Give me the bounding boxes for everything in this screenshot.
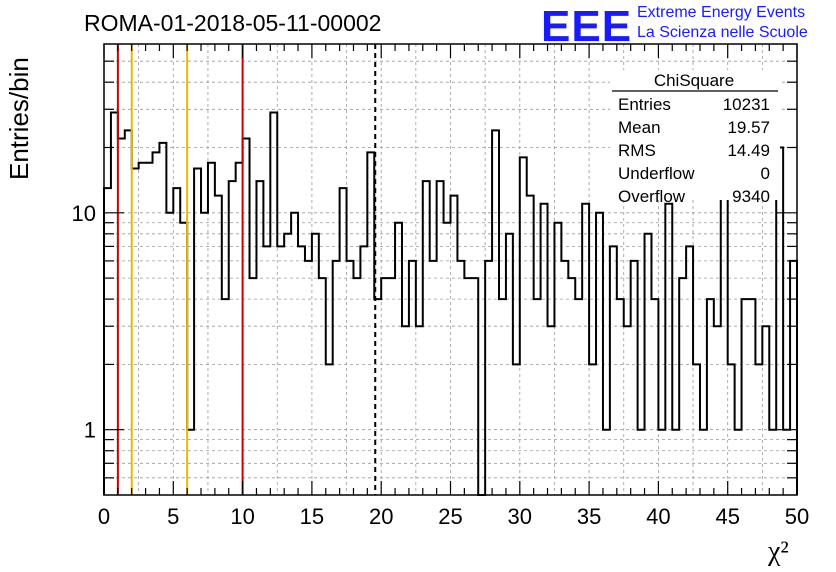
stats-value-entries: 10231 bbox=[723, 95, 770, 114]
stats-title: ChiSquare bbox=[654, 71, 734, 90]
histogram-outline bbox=[103, 111, 798, 496]
stats-value-overflow: 9340 bbox=[732, 187, 770, 206]
stats-box-bg bbox=[610, 70, 780, 200]
stats-label-mean: Mean bbox=[618, 118, 661, 137]
eee-logo: EEE bbox=[541, 2, 633, 51]
logo-line-1: Extreme Energy Events bbox=[637, 4, 806, 21]
x-tick-label-45: 45 bbox=[715, 504, 739, 529]
stats-label-overflow: Overflow bbox=[618, 187, 686, 206]
x-tick-label-15: 15 bbox=[300, 504, 324, 529]
x-tick-label-50: 50 bbox=[785, 504, 809, 529]
x-tick-label-5: 5 bbox=[167, 504, 179, 529]
x-tick-label-35: 35 bbox=[577, 504, 601, 529]
x-tick-labels: 0 5 10 15 20 25 30 35 40 45 50 bbox=[98, 504, 809, 529]
logo-line-2: La Scienza nelle Scuole bbox=[637, 24, 808, 41]
chart-title: ROMA-01-2018-05-11-00002 bbox=[84, 10, 382, 36]
x-axis-label: χ² bbox=[768, 536, 789, 567]
reference-lines bbox=[116, 44, 377, 495]
stats-value-rms: 14.49 bbox=[727, 141, 770, 160]
x-tick-label-40: 40 bbox=[646, 504, 670, 529]
y-tick-label-1: 1 bbox=[84, 418, 96, 443]
stats-label-rms: RMS bbox=[618, 141, 656, 160]
x-tick-label-30: 30 bbox=[508, 504, 532, 529]
histogram-bars bbox=[103, 111, 798, 496]
y-tick-labels: 1 10 bbox=[72, 201, 96, 443]
axis-ticks bbox=[103, 44, 798, 495]
x-tick-label-25: 25 bbox=[438, 504, 462, 529]
stats-label-entries: Entries bbox=[618, 95, 671, 114]
x-tick-label-20: 20 bbox=[369, 504, 393, 529]
stats-value-mean: 19.57 bbox=[727, 118, 770, 137]
y-tick-label-10: 10 bbox=[72, 201, 96, 226]
x-tick-label-10: 10 bbox=[230, 504, 254, 529]
stats-value-underflow: 0 bbox=[761, 164, 770, 183]
stats-box: ChiSquare Entries 10231 Mean 19.57 RMS 1… bbox=[610, 70, 780, 206]
x-tick-label-0: 0 bbox=[98, 504, 110, 529]
y-axis-label: Entries/bin bbox=[4, 57, 34, 180]
stats-label-underflow: Underflow bbox=[618, 164, 695, 183]
